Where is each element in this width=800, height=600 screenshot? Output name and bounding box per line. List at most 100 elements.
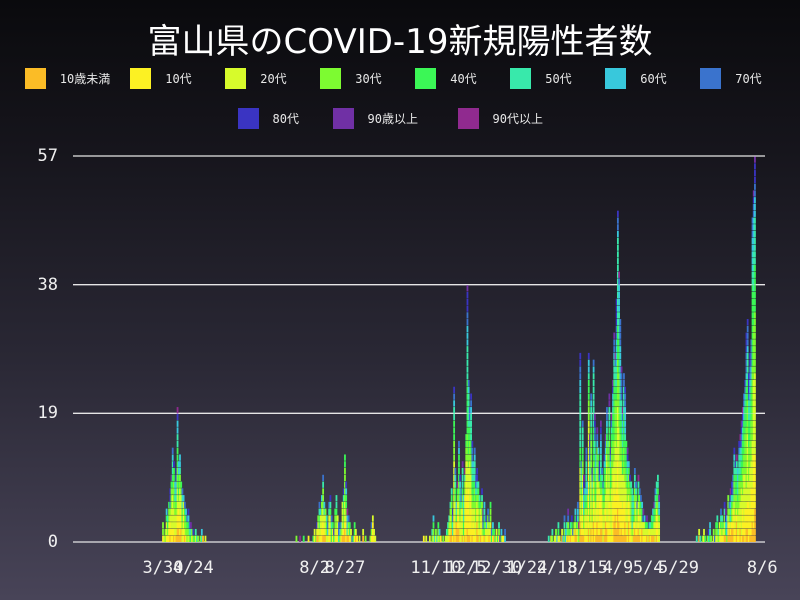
bar-segment [633,508,636,515]
bar-segment [607,488,610,495]
bar-segment [586,528,589,536]
bar-segment [618,407,620,414]
bar-segment [739,515,742,522]
bar-segment [616,210,619,217]
bar-segment [621,522,624,529]
bar-segment [621,535,624,542]
bar-segment [621,440,624,448]
bar-segment [746,386,749,394]
bar-segment [616,366,619,373]
bar-segment [459,474,462,482]
bar-segment [488,535,491,542]
bar-segment [597,515,600,522]
bar-segment [471,440,474,448]
bar-segment [754,373,756,380]
bar-segment [750,427,753,434]
bar-segment [629,515,631,522]
bar-segment [752,278,755,285]
bar-segment [455,508,458,515]
bar-segment [744,434,747,441]
bar-segment [453,522,456,529]
bar-segment [458,528,460,536]
bar-segment [614,454,617,461]
bar-segment [738,535,741,542]
bar-segment [740,474,743,482]
bar-segment [468,454,471,461]
bar-segment [623,427,625,434]
x-tick-label: 1/24 [506,558,548,578]
bar-segment [624,495,627,502]
bar-segment [745,379,748,387]
bar-segment [576,501,579,509]
bar-segment [747,535,750,542]
bar-segment [629,535,631,542]
bar-segment [638,501,641,509]
bar-segment [177,461,180,468]
bar-segment [587,352,590,360]
bar-segment [454,528,457,536]
bar-segment [435,528,437,536]
bar-segment [720,528,722,536]
bar-segment [570,528,573,536]
bar-segment [183,535,186,542]
bar-segment [608,400,611,407]
bar-segment [601,468,604,475]
bar-segment [579,481,582,488]
bar-segment [707,535,710,542]
bar-segment [189,522,192,529]
bar-segment [437,522,440,529]
bar-segment [752,454,755,461]
bar-segment [626,535,629,542]
bar-segment [623,495,625,502]
bar-segment [751,474,754,482]
bar-segment [436,535,439,542]
bar-segment [170,481,173,488]
bar-segment [180,535,183,542]
bar-segment [619,535,622,542]
bar-segment [616,440,619,448]
bar-segment [638,488,641,495]
bar-segment [570,515,573,522]
bar-segment [754,461,756,468]
bar-segment [317,522,320,529]
bar-segment [735,461,738,468]
bar-segment [631,522,634,529]
bar-segment [492,522,494,529]
bar-segment [317,528,320,536]
bar-segment [614,522,617,529]
bar-segment [627,461,630,468]
bar-segment [592,440,595,448]
bar-segment [720,522,722,529]
bar-segment [175,488,178,495]
bar-segment [609,495,612,502]
bar-segment [609,461,612,468]
bar-segment [460,495,463,502]
bar-segment [608,413,611,421]
bar-segment [490,528,493,536]
bar-segment [587,481,590,488]
bar-segment [299,535,301,542]
bar-segment [465,508,468,515]
bar-segment [754,528,756,536]
bar-segment [616,535,619,542]
bar-segment [626,495,629,502]
bar-segment [614,393,617,400]
bar-segment [610,515,613,522]
legend-label: 20代 [260,72,287,86]
bar-segment [655,501,658,509]
bar-segment [342,535,345,542]
bar-segment [631,528,634,536]
bar-segment [751,244,754,251]
bar-segment [615,298,618,305]
bar-segment [621,515,624,522]
bar-segment [631,515,634,522]
bar-segment [570,535,573,542]
bar-segment [609,535,612,542]
bar-segment [472,495,475,502]
bar-segment [616,352,619,360]
bar-segment [460,515,463,522]
bar-segment [745,454,748,461]
bar-segment [204,535,207,542]
bar-segment [641,522,644,529]
bar-segment [619,454,622,461]
